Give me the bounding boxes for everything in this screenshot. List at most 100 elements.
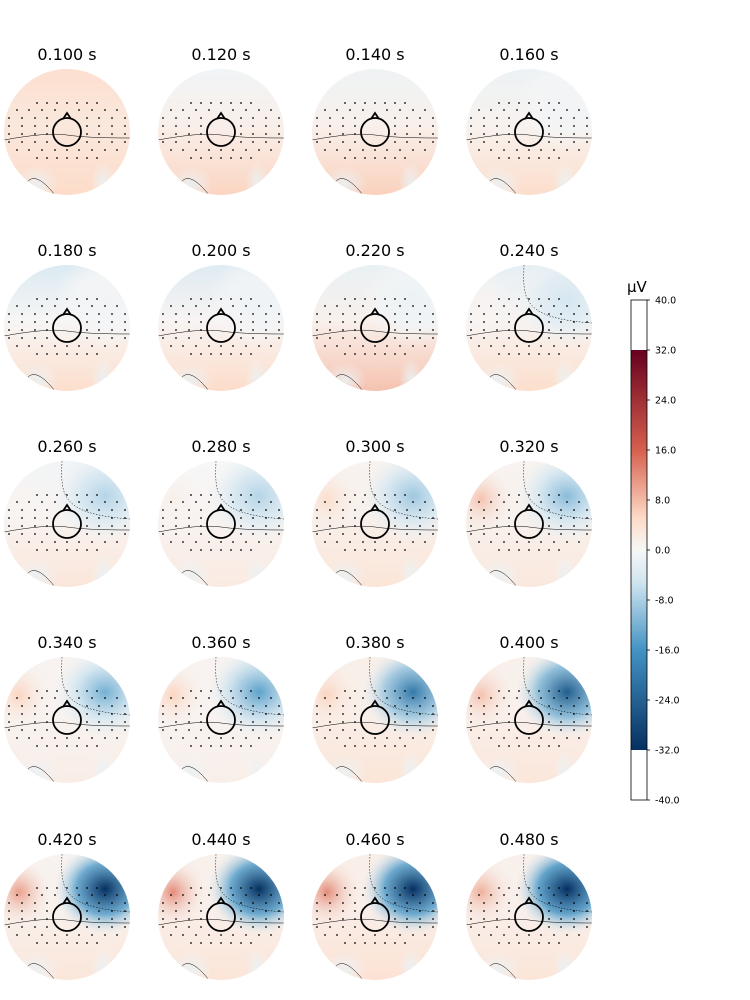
sensor-dot <box>432 525 434 527</box>
sensor-layout <box>470 298 588 355</box>
sensor-dot <box>200 690 202 692</box>
sensor-dot <box>490 149 492 151</box>
sensor-dot <box>200 102 202 104</box>
sensor-dot <box>354 713 356 715</box>
sensor-dot <box>56 887 58 889</box>
negative-contour <box>61 461 130 520</box>
sensor-dot <box>394 102 396 104</box>
sensor-dot <box>56 690 58 692</box>
sensor-dot <box>162 509 164 511</box>
sensor-dot <box>412 894 414 896</box>
negative-contour <box>215 657 284 716</box>
sensor-dot <box>344 745 346 747</box>
sensor-layout <box>316 298 434 355</box>
sensor-dot <box>104 541 106 543</box>
sensor-dot <box>540 305 542 307</box>
sensor-dot <box>28 697 30 699</box>
sensor-dot <box>188 321 190 323</box>
sensor-dot <box>329 729 331 731</box>
sensor-dot <box>586 329 588 331</box>
sensor-dot <box>399 697 401 699</box>
sensor-dot <box>538 887 540 889</box>
sensor-dot <box>46 910 48 912</box>
sensor-dot <box>188 918 190 920</box>
sensor-dot <box>528 149 530 151</box>
sensor-dot <box>516 305 518 307</box>
sensor-dot <box>399 737 401 739</box>
sensor-dot <box>406 910 408 912</box>
sensor-dot <box>406 926 408 928</box>
sensor-dot <box>394 910 396 912</box>
sensor-dot <box>316 525 318 527</box>
sensor-dot <box>528 102 530 104</box>
sensor-dot <box>432 117 434 119</box>
sensor-dot <box>250 887 252 889</box>
sensor-dot <box>412 501 414 503</box>
nose-icon <box>62 503 72 512</box>
sensor-dot <box>195 305 197 307</box>
sensor-dot <box>483 321 485 323</box>
sensor-dot <box>98 533 100 535</box>
sensor-dot <box>344 102 346 104</box>
sensor-dot <box>258 737 260 739</box>
sensor-dot <box>124 313 126 315</box>
sensor-dot <box>104 305 106 307</box>
sensor-dot <box>406 721 408 723</box>
sensor-dot <box>104 934 106 936</box>
sensor-dot <box>490 737 492 739</box>
sensor-dot <box>324 149 326 151</box>
sensor-dot <box>208 501 210 503</box>
sensor-dot <box>162 902 164 904</box>
topomap-field <box>312 69 438 195</box>
sensor-dot <box>566 149 568 151</box>
sensor-dot <box>548 329 550 331</box>
sensor-dot <box>540 894 542 896</box>
sensor-dot <box>336 149 338 151</box>
zero-contour <box>4 721 130 729</box>
zero-contour <box>466 918 592 926</box>
sensor-dot <box>240 713 242 715</box>
sensor-dot <box>344 549 346 551</box>
sensor-dot <box>124 321 126 323</box>
sensor-dot <box>208 109 210 111</box>
sensor-dot <box>364 102 366 104</box>
sensor-dot <box>86 329 88 331</box>
sensor-dot <box>508 117 510 119</box>
sensor-dot <box>46 533 48 535</box>
sensor-dot <box>175 509 177 511</box>
sensor-dot <box>386 541 388 543</box>
sensor-dot <box>240 942 242 944</box>
sensor-dot <box>364 353 366 355</box>
sensor-dot <box>41 305 43 307</box>
sensor-dot <box>41 697 43 699</box>
sensor-dot <box>496 141 498 143</box>
sensor-dot <box>252 509 254 511</box>
sensor-dot <box>232 894 234 896</box>
nose-icon <box>524 111 534 120</box>
sensor-dot <box>354 926 356 928</box>
sensor-dot <box>483 517 485 519</box>
sensor-dot <box>78 541 80 543</box>
zero-contour <box>4 133 130 141</box>
sensor-dot <box>508 102 510 104</box>
sensor-dot <box>8 133 10 135</box>
sensor-dot <box>76 549 78 551</box>
sensor-dot <box>573 117 575 119</box>
sensor-dot <box>364 549 366 551</box>
zero-contour <box>312 918 438 926</box>
sensor-dot <box>46 298 48 300</box>
sensor-dot <box>528 157 530 159</box>
sensor-dot <box>406 125 408 127</box>
sensor-dot <box>586 705 588 707</box>
sensor-dot <box>508 926 510 928</box>
head-outline <box>52 509 82 539</box>
sensor-dot <box>240 525 242 527</box>
sensor-dot <box>483 910 485 912</box>
sensor-dot <box>573 509 575 511</box>
sensor-dot <box>508 157 510 159</box>
sensor-dot <box>240 133 242 135</box>
sensor-dot <box>76 298 78 300</box>
sensor-dot <box>586 141 588 143</box>
sensor-dot <box>66 345 68 347</box>
sensor-dot <box>36 353 38 355</box>
